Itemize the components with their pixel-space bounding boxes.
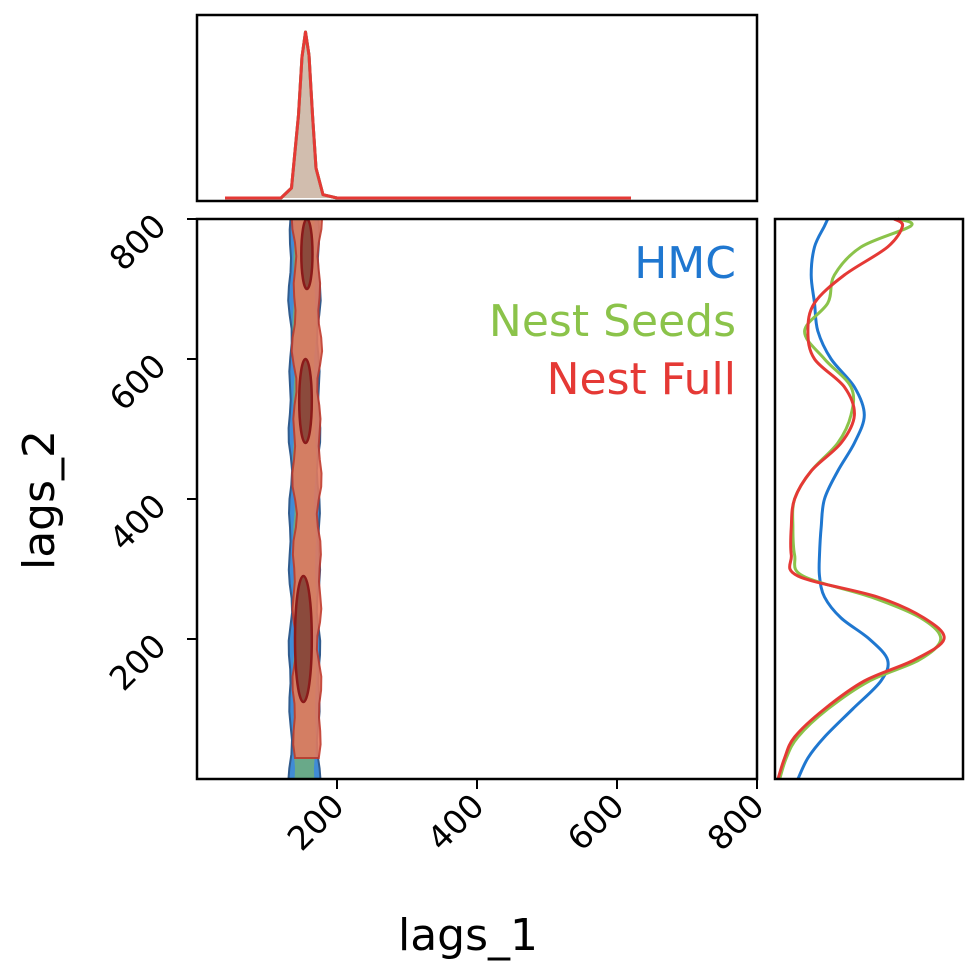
x-tick-label-400: 400 — [420, 786, 492, 858]
y-tick-label-400: 400 — [102, 486, 174, 558]
x-tick-label-800: 800 — [700, 786, 772, 858]
right-marginal-frame — [773, 217, 965, 781]
legend-nest-full: Nest Full — [547, 354, 736, 405]
joint-core-2 — [297, 357, 314, 445]
top-marginal-panel — [195, 13, 759, 203]
top-marginal-frame — [195, 13, 759, 203]
top-marginal-curve-hmc — [225, 30, 631, 200]
right-marginal-curve-hmc — [796, 218, 890, 780]
right-marginal-curve-nest-full — [776, 217, 946, 780]
y-tick-label-200: 200 — [102, 626, 174, 698]
right-marginal-panel — [773, 217, 965, 781]
top-marginal-curve-nest-full — [225, 30, 631, 200]
joint-contours — [287, 219, 324, 779]
y-tick-label-600: 600 — [102, 346, 174, 418]
x-tick-label-200: 200 — [280, 786, 352, 858]
legend-hmc: HMC — [634, 238, 736, 289]
top-marginal-curves — [225, 30, 631, 200]
joint-core-3 — [300, 219, 314, 291]
x-tick-label-600: 600 — [560, 786, 632, 858]
right-marginal-curve-nest-seeds — [778, 217, 943, 780]
right-marginal-curves — [776, 217, 946, 780]
y-axis-label: lags_2 — [14, 430, 65, 570]
joint-panel: HMC Nest Seeds Nest Full 200 400 600 800… — [14, 206, 772, 961]
y-tick-label-800: 800 — [102, 206, 174, 278]
joint-core-1 — [293, 574, 314, 704]
legend-nest-seeds: Nest Seeds — [489, 296, 736, 347]
top-marginal-curve-nest-seeds — [225, 30, 631, 200]
x-axis-label: lags_1 — [398, 910, 538, 961]
